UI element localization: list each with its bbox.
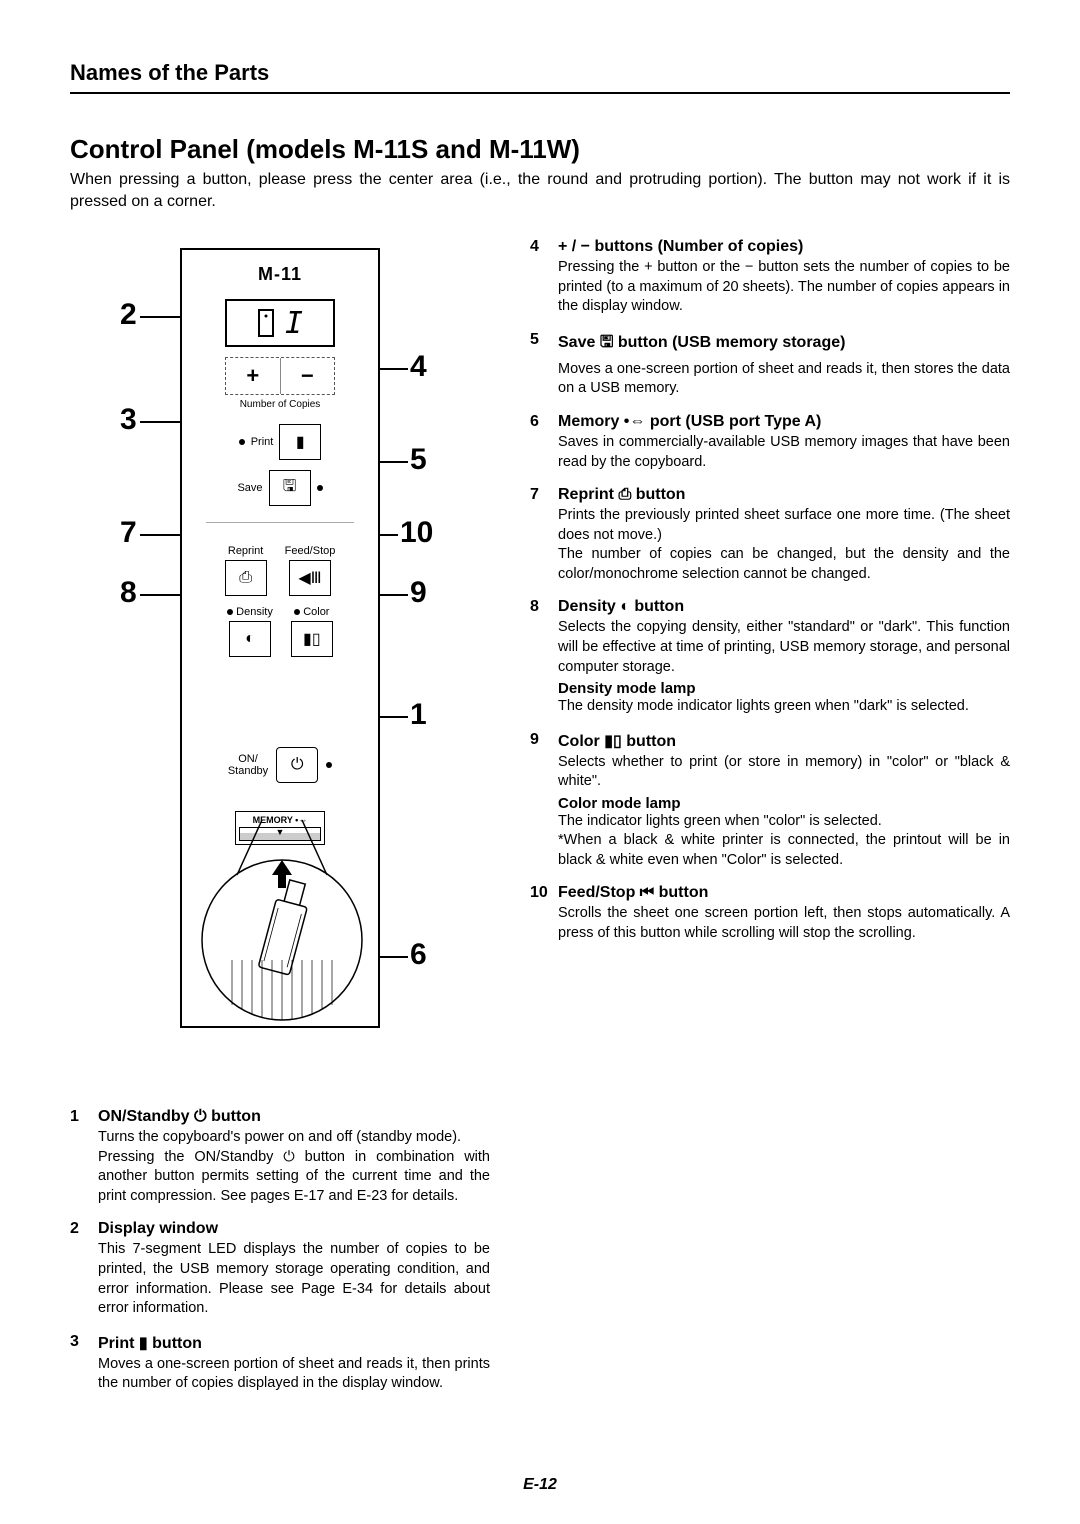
main-heading: Control Panel (models M-11S and M-11W): [70, 134, 1010, 165]
item-desc: Selects whether to print (or store in me…: [558, 753, 1010, 792]
print-button[interactable]: ▮: [279, 424, 321, 460]
item-desc: This 7-segment LED displays the number o…: [98, 1240, 490, 1318]
item-7: 7 Reprint ⎙ button Prints the previously…: [530, 486, 1010, 584]
item-num: 9: [530, 731, 558, 871]
color-label: Color: [303, 606, 329, 618]
control-panel-diagram: 2 3 7 8 4 5 10 9 1 6 M-11: [70, 238, 490, 1088]
item-subtitle: Color mode lamp: [558, 795, 1010, 812]
divider: [206, 522, 354, 523]
item-title: Reprint ⎙ button: [558, 486, 1010, 504]
display-window: I: [225, 299, 335, 347]
item-title: Save 🖫 button (USB memory storage): [558, 331, 1010, 358]
callout-10: 10: [400, 516, 433, 550]
item-desc: Moves a one-screen portion of sheet and …: [98, 1355, 490, 1394]
density-button[interactable]: ◐: [229, 621, 271, 657]
item-num: 8: [530, 598, 558, 716]
intro-text: When pressing a button, please press the…: [70, 169, 1010, 212]
item-subdesc: The indicator lights green when "color" …: [558, 812, 1010, 871]
item-title: Feed/Stop ⏮ button: [558, 884, 1010, 902]
save-button[interactable]: 🖫: [269, 470, 311, 506]
item-desc: Pressing the + button or the − button se…: [558, 258, 1010, 317]
item-title: Memory •⇔ port (USB port Type A): [558, 413, 1010, 431]
callout-7: 7: [120, 516, 137, 550]
save-label: Save: [237, 482, 262, 494]
density-lamp: [227, 609, 233, 615]
item-num: 10: [530, 884, 558, 943]
item-10: 10 Feed/Stop ⏮ button Scrolls the sheet …: [530, 884, 1010, 943]
item-title: + / − buttons (Number of copies): [558, 238, 1010, 256]
item-subdesc: The density mode indicator lights green …: [558, 697, 1010, 717]
color-button[interactable]: ▮▯: [291, 621, 333, 657]
item-desc: Moves a one-screen portion of sheet and …: [558, 360, 1010, 399]
reprint-label: Reprint: [228, 545, 263, 557]
item-title: Display window: [98, 1220, 490, 1238]
item-num: 1: [70, 1108, 98, 1206]
item-num: 6: [530, 413, 558, 472]
item-desc: Selects the copying density, either "sta…: [558, 618, 1010, 677]
content-wrap: 2 3 7 8 4 5 10 9 1 6 M-11: [70, 238, 1010, 1408]
item-desc: Saves in commercially-available USB memo…: [558, 433, 1010, 472]
usb-magnifier-illustration: [182, 810, 382, 1040]
model-label: M-11: [182, 264, 378, 285]
item-title: ON/Standby ⏻ button: [98, 1108, 490, 1126]
feedstop-label: Feed/Stop: [285, 545, 336, 557]
item-1: 1 ON/Standby ⏻ button Turns the copyboar…: [70, 1108, 490, 1206]
item-4: 4 + / − buttons (Number of copies) Press…: [530, 238, 1010, 317]
item-subtitle: Density mode lamp: [558, 680, 1010, 697]
item-2: 2 Display window This 7-segment LED disp…: [70, 1220, 490, 1318]
standby-button[interactable]: ⏻: [276, 747, 318, 783]
density-label: Density: [236, 606, 273, 618]
left-items: 1 ON/Standby ⏻ button Turns the copyboar…: [70, 1108, 490, 1394]
callout-5: 5: [410, 443, 427, 477]
item-desc: Prints the previously printed sheet surf…: [558, 506, 1010, 584]
item-title: Density ◐ button: [558, 598, 1010, 616]
standby-label: ON/ Standby: [228, 753, 268, 777]
feedstop-button[interactable]: ◀Ⅲ: [289, 560, 331, 596]
callout-3: 3: [120, 403, 137, 437]
item-num: 7: [530, 486, 558, 584]
reprint-button[interactable]: ⎙: [225, 560, 267, 596]
item-3: 3 Print ▮ button Moves a one-screen port…: [70, 1333, 490, 1394]
item-5: 5 Save 🖫 button (USB memory storage) Mov…: [530, 331, 1010, 399]
save-lamp: [317, 485, 323, 491]
section-title: Names of the Parts: [70, 60, 1010, 94]
item-desc: Turns the copyboard's power on and off (…: [98, 1128, 490, 1206]
item-title: Color ▮▯ button: [558, 731, 1010, 751]
num-copies-label: Number of Copies: [182, 399, 378, 410]
plus-minus-buttons: + −: [225, 357, 335, 395]
print-label: Print: [251, 436, 274, 448]
left-column: 2 3 7 8 4 5 10 9 1 6 M-11: [70, 238, 490, 1408]
callout-4: 4: [410, 350, 427, 384]
color-lamp: [294, 609, 300, 615]
page-number: E-12: [523, 1476, 557, 1494]
callout-1: 1: [410, 698, 427, 732]
standby-lamp: [326, 762, 332, 768]
right-column: 4 + / − buttons (Number of copies) Press…: [530, 238, 1010, 1408]
plus-button[interactable]: +: [226, 363, 280, 389]
minus-button[interactable]: −: [281, 363, 335, 389]
panel-box: M-11 I + − Number of Copies Print ▮: [180, 248, 380, 1028]
callout-6: 6: [410, 938, 427, 972]
item-9: 9 Color ▮▯ button Selects whether to pri…: [530, 731, 1010, 871]
item-num: 4: [530, 238, 558, 317]
item-desc: Scrolls the sheet one screen portion lef…: [558, 904, 1010, 943]
item-title: Print ▮ button: [98, 1333, 490, 1353]
callout-8: 8: [120, 576, 137, 610]
print-lamp: [239, 439, 245, 445]
callout-9: 9: [410, 576, 427, 610]
item-6: 6 Memory •⇔ port (USB port Type A) Saves…: [530, 413, 1010, 472]
item-num: 5: [530, 331, 558, 399]
digit-icon: [257, 308, 275, 338]
item-8: 8 Density ◐ button Selects the copying d…: [530, 598, 1010, 716]
item-num: 2: [70, 1220, 98, 1318]
item-num: 3: [70, 1333, 98, 1394]
callout-2: 2: [120, 298, 137, 332]
